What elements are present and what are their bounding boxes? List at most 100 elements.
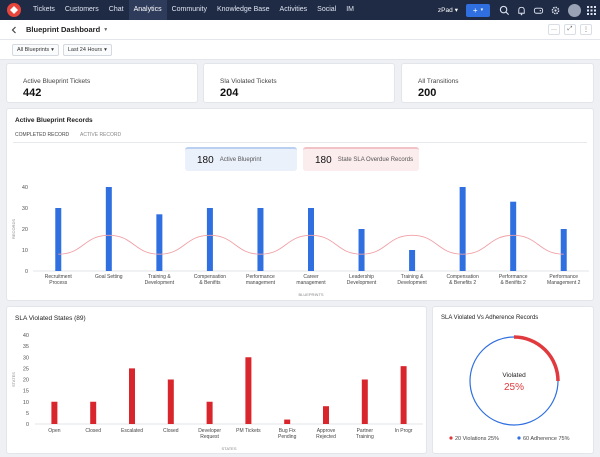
x-tick-label: Training & Development [397, 274, 427, 286]
bar [361, 379, 368, 424]
x-tick-label: Bug Fix Pending [278, 428, 297, 440]
legend-dot-adherence [517, 436, 521, 440]
x-tick-label: Open [48, 428, 60, 434]
menu-button[interactable]: ⋮ [580, 24, 592, 35]
tab-divider [13, 142, 587, 143]
bar [206, 208, 213, 271]
nav-item-analytics[interactable]: Analytics [128, 0, 167, 20]
y-tick-label: 20 [23, 378, 29, 384]
bar [167, 379, 174, 424]
gear-icon[interactable] [550, 5, 561, 16]
kpi-value: 200 [418, 87, 437, 99]
nav-item-customers[interactable]: Customers [64, 6, 99, 13]
summary-sla-overdue[interactable]: 180 State SLA Overdue Records [303, 147, 419, 171]
vertical-dots-icon: ⋮ [583, 27, 589, 33]
nav-item-chat[interactable]: Chat [108, 6, 124, 13]
x-tick-label: Career management [296, 274, 326, 286]
bar [206, 401, 213, 424]
y-tick-label: 10 [23, 400, 29, 406]
nav-item-community[interactable]: Community [171, 6, 207, 13]
x-tick-label: Performance management [246, 274, 276, 286]
date-range-value: Last 24 Hours [67, 46, 103, 53]
nav-item-tickets[interactable]: Tickets [33, 6, 55, 13]
dashboard-header: Blueprint Dashboard ▼ ··· ⤢ ⋮ [0, 20, 600, 40]
kpi-value: 204 [220, 87, 239, 99]
summary-label: State SLA Overdue Records [337, 157, 414, 163]
x-tick-label: Compensation & Benefits 2 [447, 274, 479, 286]
bar [257, 208, 264, 271]
y-tick-label: 20 [22, 227, 28, 233]
y-axis-title: RECORDS [11, 219, 16, 239]
portal-switcher[interactable]: zPad ▾ [437, 6, 458, 15]
kpi-label: Sla Violated Tickets [220, 78, 277, 85]
kpi-label: All Transitions [418, 78, 459, 85]
x-tick-label: Partner Training [356, 428, 374, 440]
donut-center-label: Violated [502, 372, 526, 379]
x-tick-label: Compensation & Benifits [194, 274, 226, 286]
bar [156, 214, 163, 271]
y-tick-label: 15 [23, 389, 29, 395]
x-tick-label: Closed [85, 428, 101, 434]
x-tick-label: PM Tickets [236, 428, 261, 434]
y-tick-label: 5 [26, 411, 29, 417]
summary-active-blueprint[interactable]: 180 Active Blueprint [185, 147, 297, 171]
sla-states-chart: 0 5 10 15 20 25 30 35 40 STATES STATES Open Closed Es… [11, 333, 423, 451]
nav-item-im[interactable]: IM [346, 6, 355, 13]
kpi-label: Active Blueprint Tickets [23, 78, 91, 85]
y-tick-label: 0 [26, 422, 29, 428]
top-nav: Tickets Customers Chat Analytics Community Kn… [0, 0, 600, 20]
bar [510, 201, 517, 271]
y-tick-label: 40 [22, 185, 28, 191]
x-tick-label: Closed [163, 428, 179, 434]
y-tick-label: 30 [22, 206, 28, 212]
nav-item-activities[interactable]: Activities [279, 6, 308, 13]
tab-active-record[interactable]: ACTIVE RECORD [80, 132, 122, 138]
app-grid-icon[interactable] [587, 5, 596, 15]
bar [129, 368, 135, 424]
legend-adherence: 60 Adherence 75% [523, 436, 570, 442]
bar [358, 229, 365, 271]
blueprint-filter-dropdown[interactable]: All Blueprints ▾ [12, 43, 59, 56]
bell-icon[interactable] [516, 5, 527, 16]
blueprint-records-chart: 0 10 20 30 40 RECORDS BLUEPRINTS Recruitment Pro… [11, 185, 589, 297]
trend-line [58, 234, 564, 255]
nav-item-knowledge-base[interactable]: Knowledge Base [216, 6, 270, 13]
bar [400, 366, 407, 424]
y-axis-title: STATES [11, 372, 16, 387]
chevron-down-icon[interactable]: ▼ [103, 26, 109, 33]
back-arrow-icon[interactable] [10, 26, 18, 34]
x-tick-label: Developer Request [198, 428, 221, 440]
y-tick-label: 0 [25, 269, 28, 275]
bar [51, 401, 58, 424]
app-logo-icon[interactable] [6, 2, 22, 18]
bar [55, 208, 62, 271]
expand-button[interactable]: ⤢ [564, 24, 576, 35]
kpi-card-active-tickets[interactable]: Active Blueprint Tickets 442 [6, 63, 198, 103]
portal-name: zPad [437, 6, 453, 14]
bar [323, 406, 329, 424]
date-range-dropdown[interactable]: Last 24 Hours ▾ [62, 43, 112, 56]
kpi-card-transitions[interactable]: All Transitions 200 [401, 63, 594, 103]
x-tick-label: Approve Rejected [316, 428, 336, 440]
more-options-button[interactable]: ··· [548, 24, 560, 35]
chevron-down-icon: ▾ [480, 7, 484, 13]
kpi-value: 442 [23, 87, 42, 99]
summary-value: 180 [315, 154, 332, 166]
sla-adherence-card: SLA Violated Vs Adherence Records Violat… [432, 306, 594, 454]
page-title[interactable]: Blueprint Dashboard [26, 25, 101, 34]
add-new-button[interactable]: + ▾ [466, 3, 490, 17]
legend-dot-violated [449, 436, 453, 440]
x-tick-label: Performance & Benifits 2 [499, 274, 528, 286]
search-icon[interactable] [499, 5, 510, 16]
user-avatar[interactable] [568, 3, 581, 17]
x-axis-title: BLUEPRINTS [298, 292, 323, 297]
bar [459, 187, 466, 271]
y-tick-label: 35 [23, 344, 29, 350]
add-new-label: + [472, 5, 478, 15]
kpi-card-sla-violated[interactable]: Sla Violated Tickets 204 [203, 63, 395, 103]
nav-item-social[interactable]: Social [317, 6, 337, 13]
donut-center-value: 25% [504, 382, 524, 393]
gamepad-icon[interactable] [533, 5, 544, 16]
y-tick-label: 40 [23, 333, 29, 339]
x-tick-label: Performance Management 2 [547, 274, 581, 286]
